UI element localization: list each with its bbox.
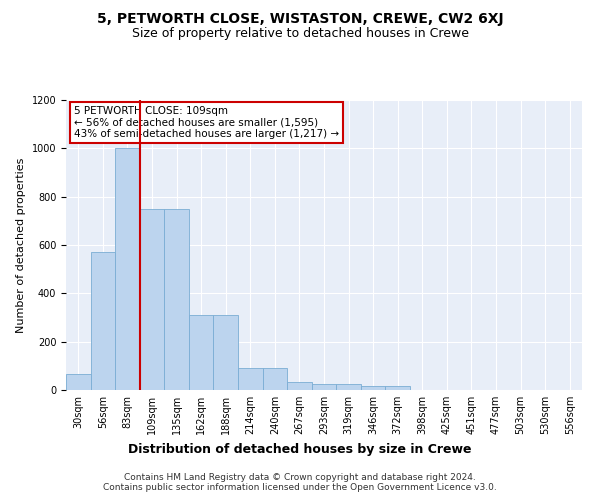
- Bar: [287, 382, 312, 390]
- Text: 5 PETWORTH CLOSE: 109sqm
← 56% of detached houses are smaller (1,595)
43% of sem: 5 PETWORTH CLOSE: 109sqm ← 56% of detach…: [74, 106, 339, 139]
- Text: 5, PETWORTH CLOSE, WISTASTON, CREWE, CW2 6XJ: 5, PETWORTH CLOSE, WISTASTON, CREWE, CW2…: [97, 12, 503, 26]
- Y-axis label: Number of detached properties: Number of detached properties: [16, 158, 26, 332]
- Bar: [336, 384, 361, 390]
- Bar: [214, 315, 238, 390]
- Text: Contains HM Land Registry data © Crown copyright and database right 2024.
Contai: Contains HM Land Registry data © Crown c…: [103, 472, 497, 492]
- Bar: [263, 368, 287, 390]
- Bar: [66, 374, 91, 390]
- Bar: [238, 368, 263, 390]
- Text: Size of property relative to detached houses in Crewe: Size of property relative to detached ho…: [131, 28, 469, 40]
- Bar: [164, 209, 189, 390]
- Text: Distribution of detached houses by size in Crewe: Distribution of detached houses by size …: [128, 442, 472, 456]
- Bar: [115, 148, 140, 390]
- Bar: [140, 209, 164, 390]
- Bar: [189, 315, 214, 390]
- Bar: [361, 386, 385, 390]
- Bar: [312, 384, 336, 390]
- Bar: [385, 386, 410, 390]
- Bar: [91, 252, 115, 390]
